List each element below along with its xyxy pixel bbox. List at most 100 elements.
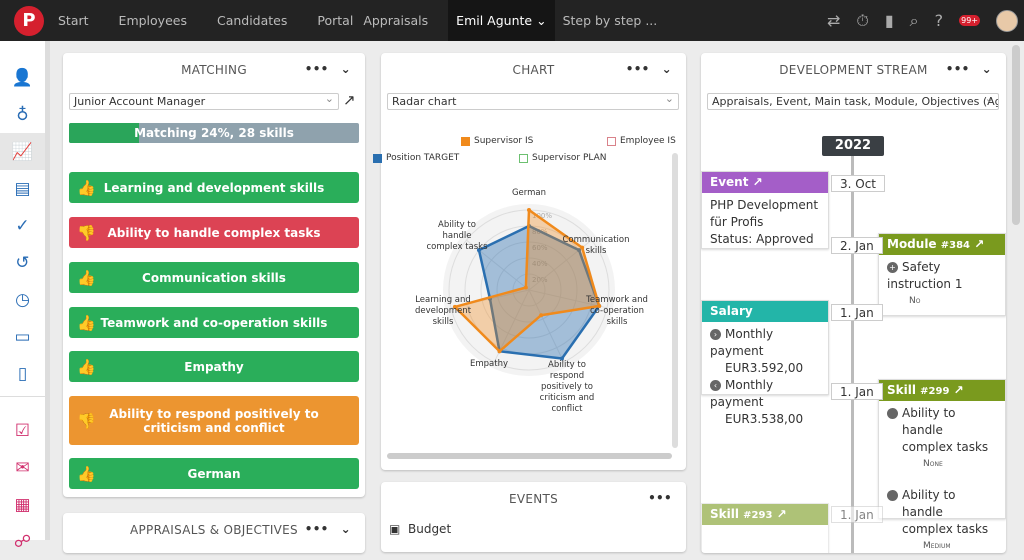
panel-title: EVENTS — [508, 492, 559, 506]
date-label: 1. Jan — [831, 304, 883, 321]
external-link-icon[interactable]: ↗ — [953, 383, 964, 397]
more-icon[interactable]: ••• — [304, 62, 329, 76]
id-card-icon[interactable]: ▤ — [14, 178, 31, 199]
position-select[interactable]: Junior Account Manager — [69, 93, 339, 110]
thumbs-down-icon: 👎 — [77, 411, 96, 430]
legend-position-target[interactable]: Position TARGET — [373, 153, 459, 163]
more-icon[interactable]: ••• — [625, 62, 650, 76]
thumbs-up-icon: 👍 — [77, 268, 96, 287]
checkbox-icon[interactable]: ☑ — [14, 420, 31, 441]
skill-item[interactable]: 👎 Ability to handle complex tasks — [69, 217, 359, 248]
data-point[interactable] — [476, 248, 481, 253]
chart-hscrollbar[interactable] — [387, 453, 672, 459]
arrow-right-icon: › — [710, 329, 721, 340]
pdf-icon[interactable]: ▯ — [17, 363, 28, 384]
skill-card[interactable]: Skill #299 ↗ › Ability to handle complex … — [878, 379, 1006, 551]
legend-supervisor-is[interactable]: Supervisor IS — [461, 136, 533, 146]
event-card[interactable]: Event ↗ PHP Development für Profis Status:… — [701, 171, 829, 249]
data-point[interactable] — [527, 208, 531, 212]
data-point[interactable] — [577, 248, 582, 253]
data-point[interactable] — [452, 304, 457, 309]
axis-label: German — [511, 188, 547, 198]
data-point[interactable] — [523, 285, 528, 290]
chart-scrollbar[interactable] — [672, 153, 678, 448]
skill-item[interactable]: 👍 Empathy — [69, 351, 359, 382]
stream-filter-select[interactable]: Appraisals, Event, Main task, Module, Ob… — [707, 93, 999, 110]
search-icon[interactable]: ⌕ — [909, 10, 919, 30]
history-icon[interactable]: ↺ — [15, 252, 30, 273]
external-link-icon[interactable]: ↗ — [776, 507, 787, 521]
nav-appraisals[interactable]: Appraisals — [363, 13, 429, 28]
external-link-icon[interactable]: ↗ — [974, 237, 985, 251]
bookmark-icon[interactable]: ▮ — [884, 11, 894, 30]
collapse-icon[interactable]: ⌄ — [981, 62, 992, 76]
user-icon[interactable]: 👤 — [11, 67, 34, 88]
data-point[interactable] — [559, 356, 564, 361]
avatar[interactable] — [996, 9, 1018, 32]
data-point[interactable] — [497, 349, 502, 354]
collapse-icon[interactable]: ⌄ — [340, 522, 351, 536]
skill-label: Ability to respond positively to critici… — [109, 406, 319, 435]
mail-icon[interactable]: ✉ — [15, 457, 30, 478]
external-link-icon[interactable]: ↗ — [752, 175, 763, 189]
help-icon[interactable]: ? — [934, 11, 944, 30]
legend-employee-is[interactable]: Employee IS — [607, 136, 676, 146]
skill-item[interactable]: 👍 German — [69, 458, 359, 489]
skill-label: Communication skills — [142, 270, 286, 285]
switch-icon[interactable]: ⇄ — [826, 11, 841, 30]
calendar-icon[interactable]: ▦ — [14, 494, 31, 515]
date-label: 2. Jan — [831, 237, 883, 254]
notification-badge[interactable]: 99+ — [959, 15, 980, 26]
timeline-spine — [851, 153, 854, 553]
collapse-icon[interactable]: ⌄ — [340, 62, 351, 76]
nav-candidates[interactable]: Candidates — [216, 13, 288, 28]
collapse-icon[interactable]: ⌄ — [661, 62, 672, 76]
stopwatch-icon[interactable]: ⏱ — [856, 10, 869, 30]
skill-item[interactable]: 👎 Ability to respond positively to critic… — [69, 396, 359, 445]
more-icon[interactable]: ••• — [945, 62, 970, 76]
chevron-down-icon: ⌄ — [536, 13, 547, 28]
salary-card[interactable]: Salary › Monthly payment EUR3.592,00 ‹ Mont… — [701, 300, 829, 426]
user-menu[interactable]: Emil Agunte ⌄ — [448, 0, 555, 41]
money-bag-icon[interactable]: ♁ — [16, 104, 29, 125]
axis-line — [528, 289, 608, 309]
chart-icon[interactable]: 📈 — [0, 133, 45, 170]
data-point[interactable] — [597, 304, 602, 309]
year-label: 2022 — [822, 136, 884, 156]
nav-employees[interactable]: Employees — [118, 13, 187, 28]
module-card[interactable]: Module #384 ↗ + Safety instruction 1 No — [878, 233, 1006, 316]
series-position-target[interactable] — [477, 224, 601, 360]
skill-item[interactable]: 👍 Teamwork and co-operation skills — [69, 307, 359, 338]
axis-line — [466, 239, 530, 291]
sidebar-scrollbar[interactable] — [45, 41, 50, 540]
data-point[interactable] — [580, 245, 585, 250]
event-item[interactable]: ▣ Budget — [389, 522, 452, 536]
skill-label: German — [187, 466, 241, 481]
external-link-icon[interactable]: ↗ — [343, 91, 356, 109]
nav-start[interactable]: Start — [58, 13, 89, 28]
panel-title: APPRAISALS & OBJECTIVES — [130, 523, 298, 537]
skill-item[interactable]: 👍 Communication skills — [69, 262, 359, 293]
more-icon[interactable]: ••• — [304, 522, 329, 536]
skill-label: Ability to handle complex tasks — [107, 225, 321, 240]
data-point[interactable] — [539, 313, 544, 318]
stopwatch-icon[interactable]: ◷ — [15, 289, 30, 310]
matching-label: Matching 24%, 28 skills — [134, 126, 294, 140]
org-chart-icon[interactable]: ☍ — [13, 531, 32, 552]
money-icon: ▣ — [389, 522, 401, 536]
nav-portal[interactable]: Portal — [317, 13, 354, 28]
appraisals-panel: APPRAISALS & OBJECTIVES ••• ⌄ — [63, 513, 365, 553]
chart-type-select[interactable]: Radar chart — [387, 93, 679, 110]
tick-label: 40% — [532, 260, 548, 268]
page-scrollbar[interactable] — [1012, 45, 1020, 225]
more-icon[interactable]: ••• — [648, 491, 672, 505]
user-check-icon[interactable]: ✓ — [15, 215, 30, 236]
briefcase-icon[interactable]: ▭ — [14, 326, 31, 347]
skill-card[interactable]: Skill #293 ↗ — [701, 503, 829, 553]
skill-item[interactable]: 👍 Learning and development skills — [69, 172, 359, 203]
series-supervisor-is[interactable] — [453, 208, 601, 353]
legend-supervisor-plan[interactable]: Supervisor PLAN — [519, 153, 607, 163]
step-by-step-search[interactable]: Step by step ... — [562, 13, 658, 28]
app-logo[interactable]: P — [14, 5, 44, 36]
tick-label: 60% — [532, 244, 548, 252]
